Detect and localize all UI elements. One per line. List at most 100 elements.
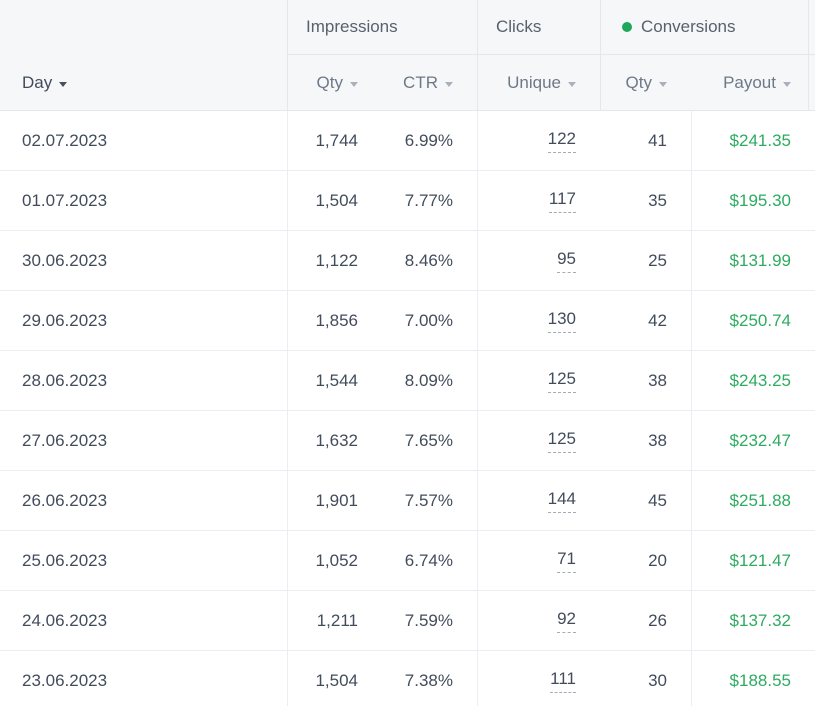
cell-clicks-unique: 92 — [477, 591, 600, 650]
cell-clicks-unique: 122 — [477, 111, 600, 170]
cell-day: 30.06.2023 — [22, 250, 108, 270]
column-header-impressions-qty[interactable]: Qty — [287, 55, 382, 110]
unique-clicks-link[interactable]: 122 — [547, 129, 576, 153]
cell-payout: $250.74 — [691, 291, 815, 350]
cell-conversions-qty: 42 — [648, 310, 667, 330]
cell-conversions-qty: 25 — [648, 250, 667, 270]
column-header-row: Day Qty CTR Unique Qty Payout — [0, 55, 815, 111]
cell-clicks-unique: 71 — [477, 531, 600, 590]
cell-conversions-qty: 41 — [648, 130, 667, 150]
table-row: 30.06.2023 1,122 8.46% 95 25 $131.99 — [0, 231, 815, 291]
cell-conversions-qty: 45 — [648, 490, 667, 510]
cell-clicks-unique: 95 — [477, 231, 600, 290]
column-header-payout[interactable]: Payout — [691, 55, 815, 110]
table-row: 23.06.2023 1,504 7.38% 111 30 $188.55 — [0, 651, 815, 706]
cell-day: 01.07.2023 — [22, 190, 108, 210]
cell-payout: $195.30 — [691, 171, 815, 230]
cell-payout: $121.47 — [691, 531, 815, 590]
cell-day: 25.06.2023 — [22, 550, 108, 570]
cell-ctr: 6.74% — [404, 550, 453, 570]
cell-impressions-qty: 1,122 — [287, 231, 382, 290]
cell-payout: $243.25 — [691, 351, 815, 410]
unique-clicks-link[interactable]: 95 — [557, 249, 576, 273]
cell-impressions-qty: 1,544 — [287, 351, 382, 410]
cell-ctr: 8.46% — [404, 250, 453, 270]
cell-impressions-qty: 1,632 — [287, 411, 382, 470]
sort-icon — [659, 81, 667, 87]
cell-ctr: 7.59% — [404, 610, 453, 630]
cell-clicks-unique: 117 — [477, 171, 600, 230]
unique-clicks-link[interactable]: 125 — [547, 369, 576, 393]
cell-conversions-qty: 38 — [648, 370, 667, 390]
sort-descending-icon — [59, 81, 68, 87]
table-row: 27.06.2023 1,632 7.65% 125 38 $232.47 — [0, 411, 815, 471]
cell-impressions-qty: 1,211 — [287, 591, 382, 650]
sort-icon — [783, 81, 791, 87]
unique-clicks-link[interactable]: 92 — [557, 609, 576, 633]
cell-ctr: 7.77% — [404, 190, 453, 210]
cell-conversions-qty: 38 — [648, 430, 667, 450]
cell-payout: $137.32 — [691, 591, 815, 650]
table-body: 02.07.2023 1,744 6.99% 122 41 $241.35 01… — [0, 111, 815, 706]
table-row: 29.06.2023 1,856 7.00% 130 42 $250.74 — [0, 291, 815, 351]
group-impressions-label: Impressions — [306, 17, 398, 36]
ctr-column-label: CTR — [403, 72, 438, 92]
cell-payout: $131.99 — [691, 231, 815, 290]
unique-clicks-link[interactable]: 125 — [547, 429, 576, 453]
unique-clicks-link[interactable]: 117 — [548, 189, 576, 213]
table-row: 25.06.2023 1,052 6.74% 71 20 $121.47 — [0, 531, 815, 591]
table-row: 24.06.2023 1,211 7.59% 92 26 $137.32 — [0, 591, 815, 651]
cell-impressions-qty: 1,744 — [287, 111, 382, 170]
cell-payout: $232.47 — [691, 411, 815, 470]
day-column-label: Day — [22, 72, 53, 92]
cell-impressions-qty: 1,504 — [287, 171, 382, 230]
group-header-conversions: Conversions — [600, 0, 815, 55]
table-row: 02.07.2023 1,744 6.99% 122 41 $241.35 — [0, 111, 815, 171]
cell-ctr: 7.38% — [404, 670, 453, 690]
sort-icon — [568, 81, 576, 87]
cell-impressions-qty: 1,901 — [287, 471, 382, 530]
cell-day: 27.06.2023 — [22, 430, 108, 450]
table-row: 26.06.2023 1,901 7.57% 144 45 $251.88 — [0, 471, 815, 531]
group-header-row: Impressions Clicks Conversions — [0, 0, 815, 55]
cell-conversions-qty: 30 — [648, 670, 667, 690]
cell-clicks-unique: 144 — [477, 471, 600, 530]
group-clicks-label: Clicks — [496, 17, 542, 36]
cell-day: 26.06.2023 — [22, 490, 108, 510]
table-row: 01.07.2023 1,504 7.77% 117 35 $195.30 — [0, 171, 815, 231]
column-header-day[interactable]: Day — [0, 55, 287, 110]
table-header: Impressions Clicks Conversions Day Qty C… — [0, 0, 815, 111]
cell-ctr: 6.99% — [404, 130, 453, 150]
column-header-unique[interactable]: Unique — [477, 55, 600, 110]
cell-day: 23.06.2023 — [22, 670, 108, 690]
group-header-spacer — [0, 0, 287, 55]
cell-clicks-unique: 125 — [477, 351, 600, 410]
table-row: 28.06.2023 1,544 8.09% 125 38 $243.25 — [0, 351, 815, 411]
cell-day: 29.06.2023 — [22, 310, 108, 330]
sort-icon — [445, 81, 453, 87]
cell-day: 24.06.2023 — [22, 610, 108, 630]
cell-payout: $251.88 — [691, 471, 815, 530]
group-header-impressions: Impressions — [287, 0, 477, 55]
conversions-dot-icon — [622, 22, 632, 32]
cell-ctr: 7.65% — [404, 430, 453, 450]
unique-column-label: Unique — [507, 72, 561, 92]
sort-icon — [350, 81, 358, 87]
cell-ctr: 8.09% — [404, 370, 453, 390]
unique-clicks-link[interactable]: 71 — [557, 549, 576, 573]
column-header-ctr[interactable]: CTR — [382, 55, 477, 110]
unique-clicks-link[interactable]: 130 — [547, 309, 576, 333]
conversions-qty-column-label: Qty — [625, 72, 652, 92]
cell-day: 28.06.2023 — [22, 370, 108, 390]
column-header-conversions-qty[interactable]: Qty — [600, 55, 691, 110]
cell-conversions-qty: 35 — [648, 190, 667, 210]
cell-payout: $188.55 — [691, 651, 815, 706]
cell-ctr: 7.57% — [404, 490, 453, 510]
cell-impressions-qty: 1,052 — [287, 531, 382, 590]
unique-clicks-link[interactable]: 144 — [547, 489, 576, 513]
impressions-qty-column-label: Qty — [316, 72, 343, 92]
group-conversions-label: Conversions — [641, 17, 736, 36]
cell-impressions-qty: 1,856 — [287, 291, 382, 350]
unique-clicks-link[interactable]: 111 — [550, 669, 576, 693]
